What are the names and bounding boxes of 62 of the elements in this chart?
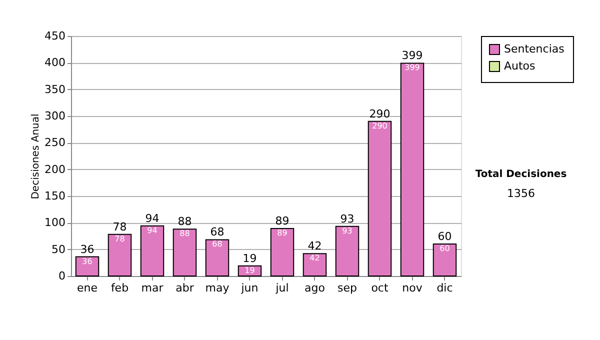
legend-label: Autos [504,60,536,72]
bar [172,228,197,276]
data-label: 78 [114,234,125,244]
data-label: 89 [277,228,288,238]
bar [432,244,457,276]
x-tick-label: ago [304,282,326,294]
total-label: 93 [340,212,354,226]
data-label: 94 [147,226,158,235]
total-label: 399 [402,49,423,62]
y-tick-label: 200 [44,162,66,176]
x-tick-label: abr [176,282,194,294]
bar [400,62,424,276]
total-label: 19 [242,252,257,265]
bar [140,225,164,276]
x-tick-label: mar [141,282,164,294]
data-label: 93 [342,226,352,236]
y-tick-label: 0 [58,270,66,282]
data-label: 290 [372,121,388,130]
y-tick-label: 250 [44,136,66,150]
data-label: 68 [212,240,222,249]
total-label: 290 [369,107,390,120]
y-tick-label: 450 [44,30,66,42]
text: 1356 [507,187,535,200]
y-tick-label: 50 [52,242,66,256]
y-tick-label: 100 [44,216,66,230]
x-tick-label: dic [436,282,453,294]
data-label: 88 [180,229,190,238]
total-label: 94 [145,212,160,225]
data-label: 19 [244,266,255,275]
total-label: 89 [275,214,290,228]
x-tick-label: ene [76,282,98,294]
x-tick-label: may [205,282,230,294]
x-tick-label: oct [371,282,389,294]
x-tick-label: sep [338,282,358,294]
y-tick-label: 150 [44,190,66,202]
y-tick-label: 350 [44,82,66,96]
bar [368,120,392,276]
data-label: 42 [310,254,320,263]
x-tick-label: feb [110,282,129,294]
data-label: 60 [440,244,450,253]
bar [205,239,230,276]
total-label: 78 [112,220,127,234]
x-tick-label: nov [402,282,423,294]
y-tick-label: 400 [44,56,66,70]
x-tick-label: jul [274,282,289,294]
bar [335,226,360,276]
bar [270,228,294,276]
bar [302,253,327,276]
bar [75,256,100,276]
y-tick-label: 300 [44,110,66,122]
data-label: 399 [404,63,420,72]
bar [108,234,132,276]
data-label: 36 [82,256,92,266]
text: Total Decisiones [475,169,567,180]
y-axis-title: Decisiones Anual [30,114,42,200]
total-label: 68 [210,226,224,239]
total-label: 60 [438,230,452,243]
total-label: 42 [308,240,322,253]
legend-label: Sentencias [504,42,565,56]
total-label: 88 [178,215,192,228]
total-label: 36 [80,242,94,256]
x-tick-label: jun [240,282,258,294]
